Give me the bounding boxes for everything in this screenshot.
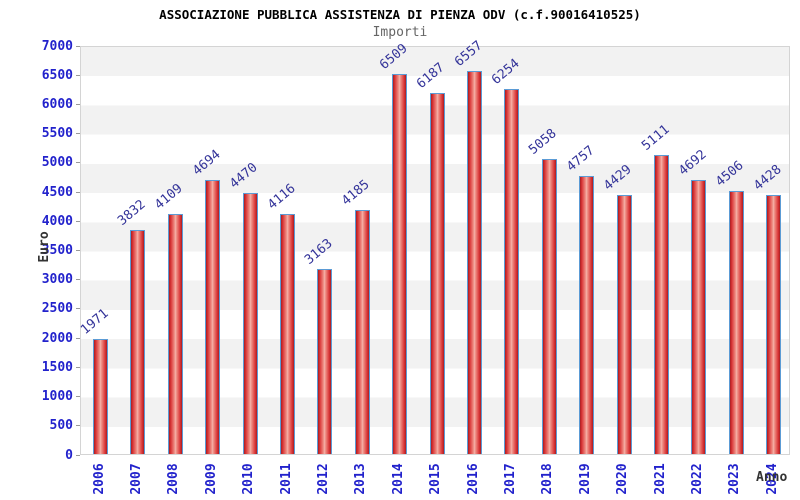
y-tick-label: 2500 bbox=[41, 301, 73, 317]
y-tick-label: 1000 bbox=[41, 389, 73, 405]
x-tick-label: 2009 bbox=[203, 463, 219, 495]
x-tick-label: 2021 bbox=[652, 463, 668, 495]
y-tick-mark bbox=[76, 191, 80, 193]
bar-2018 bbox=[541, 158, 557, 454]
x-tick-label: 2006 bbox=[91, 463, 107, 495]
y-tick-label: 1500 bbox=[41, 359, 73, 375]
y-tick-mark bbox=[76, 162, 80, 164]
bar-value-label: 4470 bbox=[227, 159, 261, 192]
y-tick-label: 5500 bbox=[41, 126, 73, 142]
y-tick-mark bbox=[76, 308, 80, 310]
y-tick-mark bbox=[76, 279, 80, 281]
y-tick-mark bbox=[76, 250, 80, 251]
x-tick-label: 2008 bbox=[166, 463, 182, 495]
bar-value-label: 4506 bbox=[713, 157, 747, 190]
bar-2009 bbox=[205, 179, 221, 454]
y-tick-label: 7000 bbox=[41, 38, 73, 54]
bar-2016 bbox=[467, 70, 482, 454]
bar-2022 bbox=[691, 179, 707, 454]
bar-value-label: 4694 bbox=[189, 146, 224, 179]
bar-value-label: 4692 bbox=[675, 147, 710, 179]
x-tick-label: 2015 bbox=[428, 463, 444, 495]
x-tick-label: 2016 bbox=[465, 463, 481, 495]
bar-2012 bbox=[317, 269, 333, 454]
y-tick-label: 3500 bbox=[41, 243, 73, 258]
bar-value-label: 6557 bbox=[451, 38, 486, 70]
y-tick-mark bbox=[76, 454, 80, 456]
bar-value-label: 4185 bbox=[339, 176, 373, 209]
y-tick-mark bbox=[76, 337, 80, 339]
y-tick-mark bbox=[76, 45, 80, 47]
y-tick-label: 5000 bbox=[41, 155, 73, 171]
x-axis-title: Anno bbox=[756, 470, 788, 485]
x-tick-label: 2013 bbox=[353, 463, 369, 495]
bar-2007 bbox=[130, 230, 146, 454]
x-tick-label: 2022 bbox=[689, 463, 705, 495]
x-tick-label: 2011 bbox=[278, 463, 294, 495]
y-tick-mark bbox=[76, 366, 80, 368]
bar-2013 bbox=[354, 209, 370, 454]
y-tick-label: 6500 bbox=[41, 67, 73, 83]
bar-value-label: 4757 bbox=[563, 143, 598, 175]
bar-value-label: 6254 bbox=[488, 55, 523, 88]
y-tick-mark bbox=[76, 220, 80, 222]
plot-area: 1971 3832 4109 4694 4470 4116 3163 4185 6509 6187… bbox=[77, 38, 790, 455]
y-tick-label: 4000 bbox=[41, 213, 73, 229]
bar-2011 bbox=[280, 213, 295, 454]
y-tick-label: 500 bbox=[49, 418, 73, 434]
y-tick-label: 4500 bbox=[41, 184, 73, 200]
x-tick-label: 2018 bbox=[540, 463, 556, 495]
x-tick-label: 2010 bbox=[241, 463, 257, 495]
bar-2010 bbox=[242, 192, 258, 454]
y-tick-mark bbox=[76, 133, 80, 135]
bar-value-label: 6187 bbox=[414, 59, 448, 92]
x-tick-label: 2020 bbox=[615, 463, 631, 495]
x-tick-label: 2014 bbox=[390, 463, 406, 495]
x-tick-label: 2012 bbox=[315, 463, 331, 495]
bar-2017 bbox=[504, 88, 520, 454]
bar-2014 bbox=[392, 73, 408, 454]
bar-2019 bbox=[579, 176, 595, 454]
chart-subtitle: Importi bbox=[372, 25, 428, 40]
bar-2021 bbox=[654, 155, 669, 454]
x-tick-label: 2023 bbox=[727, 463, 743, 495]
bar-value-label: 5111 bbox=[638, 122, 673, 155]
y-tick-label: 6000 bbox=[41, 96, 73, 112]
bar-value-label: 3832 bbox=[114, 197, 149, 229]
y-tick-mark bbox=[76, 74, 80, 76]
bar-2015 bbox=[429, 92, 445, 454]
bar-value-label: 6509 bbox=[376, 40, 411, 73]
y-tick-label: 0 bbox=[65, 447, 73, 463]
bar-value-label: 4109 bbox=[152, 181, 186, 213]
bar-2006 bbox=[93, 338, 108, 454]
y-tick-mark bbox=[76, 425, 80, 427]
y-tick-mark bbox=[76, 103, 80, 105]
bar-value-label: 4116 bbox=[264, 180, 299, 213]
x-tick-label: 2019 bbox=[577, 463, 593, 495]
bar-value-label: 1971 bbox=[77, 305, 112, 338]
bar-value-label: 3163 bbox=[301, 236, 336, 268]
y-axis-title: Euro bbox=[37, 231, 52, 263]
chart-title: ASSOCIAZIONE PUBBLICA ASSISTENZA DI PIEN… bbox=[159, 7, 641, 22]
y-tick-label: 2000 bbox=[41, 330, 73, 346]
bar-value-label: 5058 bbox=[526, 125, 560, 158]
x-tick-label: 2007 bbox=[128, 463, 144, 495]
bar-2024 bbox=[766, 195, 782, 454]
bar-2008 bbox=[167, 213, 183, 454]
bar-value-label: 4429 bbox=[601, 162, 635, 194]
x-tick-label: 2017 bbox=[502, 463, 518, 495]
y-tick-label: 3000 bbox=[41, 272, 73, 288]
bar-2023 bbox=[728, 190, 744, 454]
bar-value-label: 4428 bbox=[750, 162, 785, 195]
bar-2020 bbox=[616, 195, 632, 454]
y-tick-mark bbox=[76, 396, 80, 398]
